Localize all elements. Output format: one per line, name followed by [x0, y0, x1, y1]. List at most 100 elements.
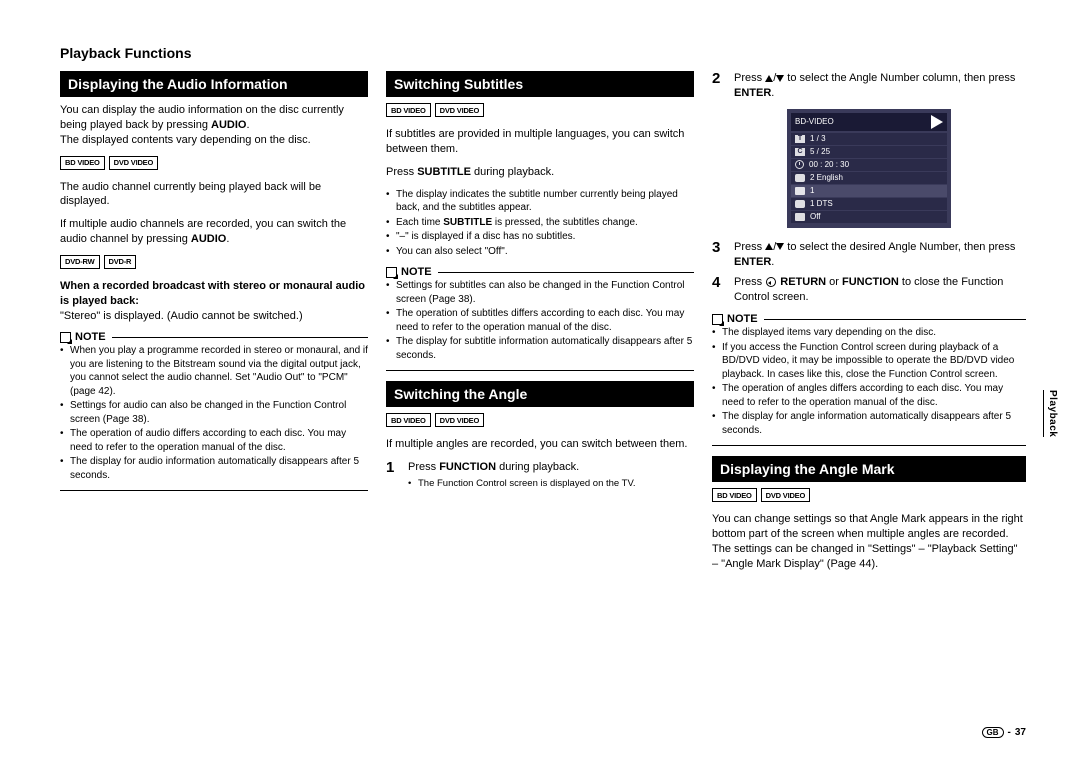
- step-number: 3: [712, 240, 726, 270]
- audio-info-intro: You can display the audio information on…: [60, 103, 368, 148]
- stereo-text: "Stereo" is displayed. (Audio cannot be …: [60, 309, 368, 324]
- tag-dvd-video: DVD VIDEO: [435, 413, 484, 427]
- bullet: "–" is displayed if a disc has no subtit…: [386, 230, 694, 244]
- chapter-icon: [795, 148, 805, 156]
- function-key: FUNCTION: [439, 461, 496, 473]
- text: is pressed, the subtitles change.: [492, 217, 638, 228]
- content-columns: Displaying the Audio Information You can…: [60, 71, 1026, 579]
- step-number: 1: [386, 460, 400, 491]
- note-item: If you access the Function Control scree…: [712, 341, 1026, 382]
- text: during playback.: [471, 166, 554, 178]
- region-badge: GB: [982, 727, 1004, 738]
- text: Press: [734, 276, 765, 288]
- step-body: Press RETURN or FUNCTION to close the Fu…: [734, 275, 1026, 305]
- audio-channel-text: The audio channel currently being played…: [60, 180, 368, 210]
- note-rule: [764, 319, 1026, 320]
- text: Press: [734, 72, 765, 84]
- subtitle-bullets: The display indicates the subtitle numbe…: [386, 188, 694, 259]
- heading-subtitles: Switching Subtitles: [386, 71, 694, 97]
- subtitle-icon: [795, 174, 805, 182]
- note-label: NOTE: [727, 313, 758, 325]
- step-body: Press FUNCTION during playback. The Func…: [408, 460, 694, 491]
- angle-notes: The displayed items vary depending on th…: [712, 326, 1026, 437]
- clock-icon: [795, 160, 804, 169]
- tag-bd-video: BD VIDEO: [712, 488, 757, 502]
- osd-row-audio: 1 DTS: [791, 198, 947, 210]
- text: The displayed contents vary depending on…: [60, 134, 311, 146]
- audio-key: AUDIO: [211, 119, 246, 131]
- angle-intro: If multiple angles are recorded, you can…: [386, 437, 694, 452]
- note-label: NOTE: [75, 331, 106, 343]
- step-body: Press / to select the Angle Number colum…: [734, 71, 1026, 101]
- osd-value: 1: [810, 186, 814, 195]
- note-rule: [112, 337, 368, 338]
- note-item: The displayed items vary depending on th…: [712, 326, 1026, 340]
- note-item: The display for audio information automa…: [60, 455, 368, 482]
- osd-row-title: 1 / 3: [791, 133, 947, 145]
- text: Press: [734, 241, 765, 253]
- text: to select the Angle Number column, then …: [784, 72, 1015, 84]
- audio-switch-text: If multiple audio channels are recorded,…: [60, 217, 368, 247]
- up-arrow-icon: [765, 75, 773, 82]
- function-control-osd: BD-VIDEO 1 / 3 5 / 25 00 : 20 : 30 2 Eng…: [787, 109, 951, 228]
- up-arrow-icon: [765, 243, 773, 250]
- heading-angle: Switching the Angle: [386, 381, 694, 407]
- note-item: The operation of subtitles differs accor…: [386, 307, 694, 334]
- bullet: The display indicates the subtitle numbe…: [386, 188, 694, 215]
- note-icon: [60, 332, 71, 343]
- enter-key: ENTER: [734, 87, 771, 99]
- osd-title-row: BD-VIDEO: [791, 113, 947, 131]
- subtitle-key: SUBTITLE: [443, 217, 492, 228]
- tag-dvd-rw: DVD-RW: [60, 255, 100, 269]
- note-icon: [386, 267, 397, 278]
- note-header: NOTE: [712, 313, 1026, 325]
- disc-tags: BD VIDEO DVD VIDEO: [712, 488, 1026, 502]
- column-2: Switching Subtitles BD VIDEO DVD VIDEO I…: [386, 71, 694, 579]
- step-number: 4: [712, 275, 726, 305]
- osd-row-chapter: 5 / 25: [791, 146, 947, 158]
- angle-mark-text: You can change settings so that Angle Ma…: [712, 512, 1026, 571]
- bullet: Each time SUBTITLE is pressed, the subti…: [386, 216, 694, 230]
- tag-bd-video: BD VIDEO: [386, 103, 431, 117]
- column-3: 2 Press / to select the Angle Number col…: [712, 71, 1026, 579]
- function-key: FUNCTION: [842, 276, 899, 288]
- subtitle-notes: Settings for subtitles can also be chang…: [386, 279, 694, 362]
- note-item: The display for subtitle information aut…: [386, 335, 694, 362]
- osd-row-angle: 1: [791, 185, 947, 197]
- page-footer: GB - 37: [982, 727, 1026, 738]
- play-icon: [931, 115, 943, 129]
- angle-icon: [795, 187, 805, 195]
- text: to select the desired Angle Number, then…: [784, 241, 1015, 253]
- step-sub: The Function Control screen is displayed…: [408, 478, 694, 491]
- subtitle-press: Press SUBTITLE during playback.: [386, 165, 694, 180]
- audio-icon: [795, 200, 805, 208]
- disc-tags: BD VIDEO DVD VIDEO: [386, 103, 694, 117]
- text: or: [826, 276, 842, 288]
- tag-dvd-video: DVD VIDEO: [109, 156, 158, 170]
- footer-sep: -: [1008, 727, 1011, 738]
- osd-value: 1 DTS: [810, 199, 833, 208]
- repeat-icon: [795, 213, 805, 221]
- step-1: 1 Press FUNCTION during playback. The Fu…: [386, 460, 694, 491]
- osd-row-repeat: Off: [791, 211, 947, 223]
- disc-tags-rw-r: DVD-RW DVD-R: [60, 255, 368, 269]
- note-icon: [712, 314, 723, 325]
- step-4: 4 Press RETURN or FUNCTION to close the …: [712, 275, 1026, 305]
- step-3: 3 Press / to select the desired Angle Nu…: [712, 240, 1026, 270]
- subtitle-key: SUBTITLE: [417, 166, 471, 178]
- audio-notes-list: When you play a programme recorded in st…: [60, 344, 368, 482]
- note-label: NOTE: [401, 266, 432, 278]
- osd-row-time: 00 : 20 : 30: [791, 159, 947, 171]
- divider: [712, 445, 1026, 446]
- osd-value: 5 / 25: [810, 147, 830, 156]
- tag-dvd-video: DVD VIDEO: [435, 103, 484, 117]
- text: Press: [408, 461, 439, 473]
- tag-dvd-video: DVD VIDEO: [761, 488, 810, 502]
- column-1: Displaying the Audio Information You can…: [60, 71, 368, 579]
- note-header: NOTE: [60, 331, 368, 343]
- divider: [60, 490, 368, 491]
- text: during playback.: [496, 461, 579, 473]
- step-body: Press / to select the desired Angle Numb…: [734, 240, 1026, 270]
- title-icon: [795, 135, 805, 143]
- disc-tags-bd-dvd: BD VIDEO DVD VIDEO: [60, 156, 368, 170]
